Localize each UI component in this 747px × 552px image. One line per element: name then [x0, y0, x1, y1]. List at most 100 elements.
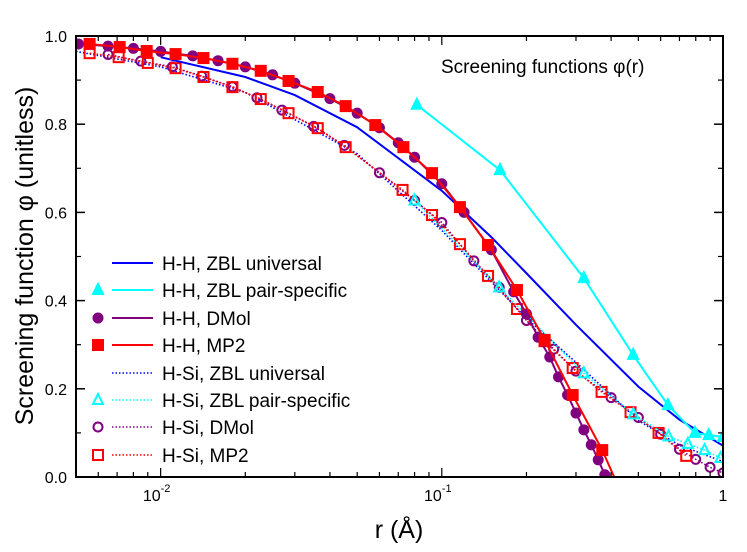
circle-marker: [673, 443, 685, 455]
circle-marker: [373, 167, 385, 179]
square-marker: [510, 284, 523, 297]
circle-marker: [92, 312, 104, 324]
y-tick-label: 0.0: [45, 470, 67, 487]
plot-series-group: [76, 37, 723, 477]
circle-marker: [468, 255, 480, 267]
series-h-h-zbl-universal: [160, 56, 723, 447]
triangle-marker: [713, 449, 723, 464]
square-marker: [426, 167, 439, 180]
square-marker: [538, 333, 551, 346]
legend-label: H-H, DMol: [162, 309, 251, 330]
legend-entry: H-Si, ZBL pair-specific: [91, 391, 350, 412]
triangle-marker: [410, 96, 424, 110]
legend-entry: H-H, MP2: [92, 336, 245, 357]
square-marker: [169, 48, 182, 61]
square-marker: [566, 388, 579, 401]
square-marker: [113, 41, 126, 54]
triangle-marker: [91, 391, 105, 405]
square-marker: [566, 362, 579, 375]
square-marker: [83, 37, 96, 50]
square-marker: [596, 444, 609, 457]
y-tick-label: 0.2: [45, 382, 67, 399]
triangle-marker: [407, 192, 422, 206]
legend-entry: H-H, ZBL pair-specific: [91, 281, 347, 302]
square-marker: [92, 339, 104, 351]
axis-ticks: 0.00.20.40.60.81.010 -2 10 -1 1: [45, 29, 728, 505]
y-tick-label: 1.0: [45, 29, 67, 46]
square-marker: [169, 62, 182, 75]
legend-label: H-Si, ZBL universal: [162, 364, 325, 385]
circle-marker: [704, 461, 716, 473]
triangle-marker: [661, 396, 675, 411]
legend-label: H-H, ZBL pair-specific: [162, 281, 347, 302]
legend: H-H, ZBL universal H-H, ZBL pair-specific…: [91, 254, 350, 467]
legend-label: H-Si, DMol: [162, 418, 254, 439]
circle-marker: [570, 407, 582, 419]
circle-marker: [92, 421, 104, 433]
square-marker: [397, 141, 410, 154]
square-marker: [652, 426, 665, 439]
triangle-marker: [577, 365, 591, 379]
y-tick-label: 0.4: [45, 294, 67, 311]
legend-entry: H-H, DMol: [92, 309, 251, 330]
square-marker: [140, 44, 153, 57]
square-marker: [339, 141, 352, 154]
square-marker: [453, 201, 466, 214]
circle-marker: [585, 439, 597, 451]
series-line: [89, 52, 687, 457]
triangle-marker: [91, 281, 105, 295]
x-tick-exponent: -2: [161, 483, 171, 495]
circle-marker: [578, 424, 590, 436]
legend-label: H-H, ZBL universal: [162, 254, 322, 275]
square-marker: [92, 449, 104, 461]
square-marker: [141, 56, 154, 69]
square-marker: [254, 93, 267, 106]
series-h-si-mp2: [83, 47, 693, 462]
square-marker: [595, 385, 608, 398]
triangle-marker: [493, 161, 507, 176]
square-marker: [453, 238, 466, 251]
x-tick-label: 10: [424, 488, 442, 505]
square-marker: [311, 122, 324, 135]
legend-entry: H-Si, MP2: [92, 446, 249, 467]
triangle-marker: [626, 406, 640, 420]
circle-marker: [436, 217, 448, 229]
square-marker: [339, 100, 352, 113]
chart-title: Screening functions φ(r): [441, 57, 644, 78]
series-line: [413, 199, 721, 459]
triangle-marker: [661, 428, 676, 442]
triangle-marker: [492, 279, 506, 293]
y-tick-label: 0.6: [45, 205, 67, 222]
square-marker: [396, 183, 409, 196]
x-axis-label: r (Å): [375, 514, 424, 544]
x-tick-exponent: -1: [442, 483, 452, 495]
square-marker: [282, 74, 295, 87]
legend-entry: H-H, ZBL universal: [112, 254, 322, 275]
circle-marker: [599, 469, 611, 477]
x-tick-label: 1: [719, 488, 728, 505]
series-line: [160, 56, 723, 447]
legend-label: H-Si, MP2: [162, 446, 249, 467]
square-marker: [369, 119, 382, 132]
series-h-si-zbl-pair-specific: [407, 192, 723, 464]
square-marker: [282, 107, 295, 120]
series-h-h-mp2: [83, 37, 616, 477]
triangle-marker: [697, 441, 712, 456]
square-marker: [254, 64, 267, 77]
legend-label: H-Si, ZBL pair-specific: [162, 391, 350, 412]
square-marker: [197, 71, 210, 84]
x-tick-label: 10: [143, 488, 161, 505]
series-line: [416, 104, 723, 438]
y-axis-label: Screening function φ (unitless): [11, 87, 39, 426]
square-marker: [226, 81, 239, 94]
y-tick-label: 0.8: [45, 117, 67, 134]
legend-entry: H-Si, DMol: [92, 418, 254, 439]
circle-marker: [592, 454, 604, 466]
legend-entry: H-Si, ZBL universal: [112, 364, 325, 385]
triangle-marker: [626, 346, 640, 360]
triangle-marker: [688, 424, 702, 438]
triangle-marker: [681, 435, 695, 449]
circle-marker: [276, 104, 288, 116]
square-marker: [311, 86, 324, 99]
